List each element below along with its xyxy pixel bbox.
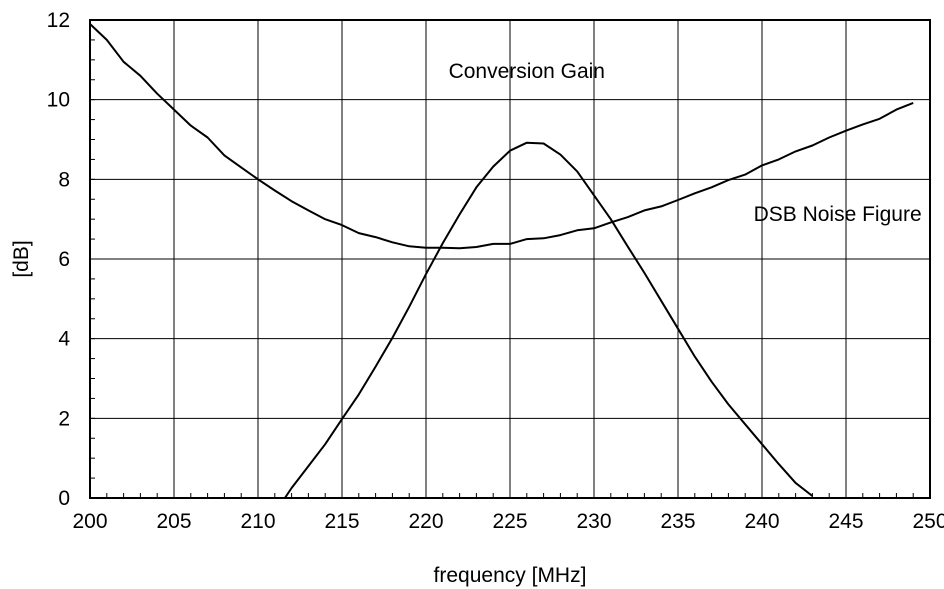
annotation-2: DSB Noise Figure <box>754 203 922 226</box>
y-tick-label: 10 <box>47 89 70 112</box>
x-tick-label: 205 <box>156 510 191 533</box>
x-axis-label: frequency [MHz] <box>434 564 587 587</box>
x-tick-label: 240 <box>744 510 779 533</box>
y-tick-labels: 0 2 4 6 8 10 12 <box>47 9 71 510</box>
annotation-1: Conversion Gain <box>449 60 605 83</box>
x-tick-label: 235 <box>660 510 695 533</box>
y-tick-label: 12 <box>47 9 70 32</box>
series-line-1 <box>89 23 914 250</box>
y-tick-label: 2 <box>58 407 70 430</box>
y-tick-label: 8 <box>58 168 70 191</box>
x-tick-label: 220 <box>408 510 443 533</box>
series-group <box>89 23 914 499</box>
x-tick-label: 215 <box>324 510 359 533</box>
y-tick-label: 4 <box>58 328 70 351</box>
x-tick-labels: 200 205 210 215 220 225 230 235 240 245 250 <box>72 510 944 533</box>
x-tick-label: 225 <box>492 510 527 533</box>
x-tick-label: 230 <box>576 510 611 533</box>
plot-frame <box>89 19 931 499</box>
grid <box>90 20 930 498</box>
x-tick-label: 200 <box>72 510 107 533</box>
series-line-2 <box>284 141 814 499</box>
x-tick-label: 250 <box>912 510 944 533</box>
y-axis-label: [dB] <box>10 240 33 277</box>
x-tick-label: 210 <box>240 510 275 533</box>
y-tick-label: 0 <box>58 487 70 510</box>
y-tick-label: 6 <box>58 248 70 271</box>
x-tick-label: 245 <box>828 510 863 533</box>
annotations: Conversion Gain DSB Noise Figure <box>449 60 922 226</box>
